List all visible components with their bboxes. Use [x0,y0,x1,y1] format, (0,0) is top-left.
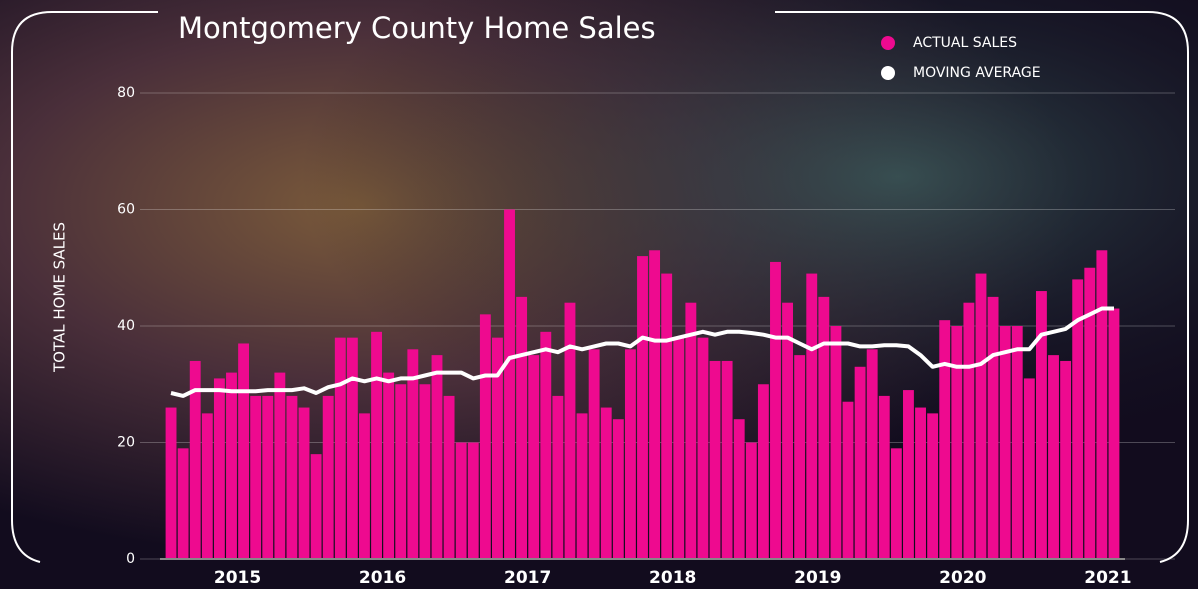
bar [444,396,455,559]
bar [407,349,418,559]
bar [214,378,225,559]
y-tick-label: 80 [117,85,135,101]
bar [250,396,261,559]
bar [480,314,491,559]
bar [202,413,213,559]
bar [939,320,950,559]
bar [988,297,999,559]
bar [565,303,576,559]
bar [456,443,467,560]
bar [395,384,406,559]
x-tick-label: 2015 [214,568,261,588]
bar [758,384,769,559]
bar [1060,361,1071,559]
bar [698,338,709,559]
bar [299,408,310,559]
legend-swatch [881,36,895,50]
bar [577,413,588,559]
bar [1048,355,1059,559]
bar [818,297,829,559]
bar [649,250,660,559]
page: {"chart_data": {"type": "bar", "title": … [0,0,1198,589]
bar [963,303,974,559]
bar [830,326,841,559]
bar [843,402,854,559]
bar [432,355,443,559]
bar [891,448,902,559]
bar [1012,326,1023,559]
bar [383,373,394,559]
bar [734,419,745,559]
bar [673,338,684,559]
bar [540,332,551,559]
bar [311,454,322,559]
bar [1000,326,1011,559]
legend-swatch [881,66,895,80]
bar [589,349,600,559]
bar [516,297,527,559]
y-tick-label: 20 [117,435,135,451]
x-tick-label: 2019 [794,568,841,588]
bar [274,373,285,559]
bar [528,355,539,559]
bar [1036,291,1047,559]
x-tick-label: 2018 [649,568,696,588]
bar [238,343,249,559]
bar [976,274,987,559]
bar [323,396,334,559]
x-tick-label: 2016 [359,568,406,588]
bar [855,367,866,559]
bar [286,396,297,559]
bar [722,361,733,559]
bar [903,390,914,559]
bar [746,443,757,560]
y-tick-label: 60 [117,202,135,218]
bar [166,408,177,559]
bar [371,332,382,559]
bar [710,361,721,559]
bar [504,210,515,560]
bar [1096,250,1107,559]
bar [262,396,273,559]
x-tick-label: 2017 [504,568,551,588]
bar [661,274,672,559]
x-tick-label: 2021 [1084,568,1131,588]
bar [1109,309,1120,559]
bar [552,396,563,559]
bar [419,384,430,559]
bar [915,408,926,559]
bar [806,274,817,559]
chart: Montgomery County Home Sales TOTAL HOME … [0,0,1198,589]
bar [178,448,189,559]
bar [601,408,612,559]
y-axis-label: TOTAL HOME SALES [51,222,69,373]
x-tick-label: 2020 [939,568,986,588]
bar [625,349,636,559]
bar [879,396,890,559]
bar [637,256,648,559]
bar [335,338,346,559]
bar [794,355,805,559]
legend-label: ACTUAL SALES [913,35,1017,51]
y-tick-label: 40 [117,318,135,334]
bar [347,338,358,559]
legend-label: MOVING AVERAGE [913,65,1041,81]
bar [685,303,696,559]
bar [951,326,962,559]
bar [468,443,479,560]
bar [867,349,878,559]
bar [613,419,624,559]
bar [927,413,938,559]
bar [226,373,237,559]
y-tick-label: 0 [126,551,135,567]
bar [770,262,781,559]
bar [1024,378,1035,559]
bar [359,413,370,559]
chart-title: Montgomery County Home Sales [178,11,656,45]
